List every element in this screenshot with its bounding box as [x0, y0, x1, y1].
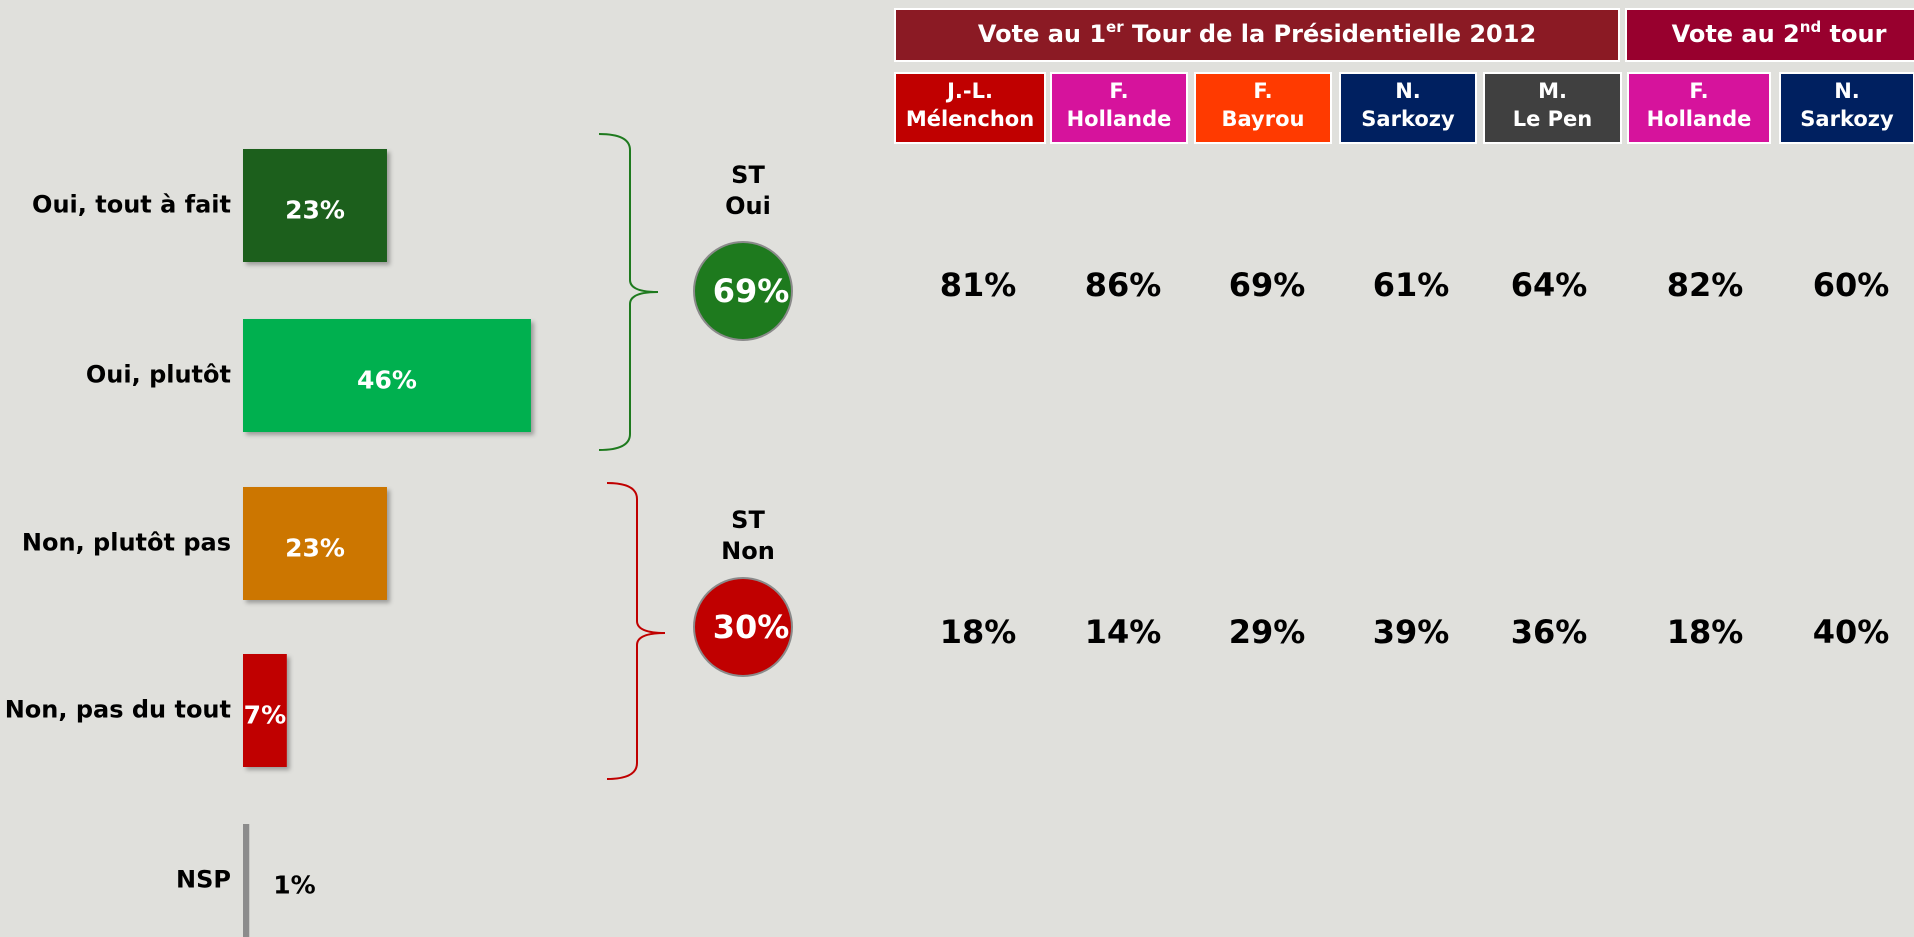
header-sup: er — [1106, 18, 1124, 36]
subtotal-title: ST — [731, 506, 765, 534]
header-text: Vote au 1er Tour de la Présidentielle 20… — [978, 18, 1536, 49]
bar — [243, 149, 387, 262]
category-label: Non, plutôt pas — [22, 529, 231, 557]
value-label: 23% — [285, 196, 345, 225]
column-header — [1339, 72, 1477, 144]
table-value: 39% — [1373, 613, 1450, 651]
column-header — [1483, 72, 1622, 144]
category-label: Non, pas du tout — [5, 696, 231, 724]
value-label: 7% — [244, 701, 286, 730]
table-value: 82% — [1667, 266, 1744, 304]
column-name: Hollande — [1067, 107, 1172, 131]
brace-non — [606, 482, 666, 780]
column-header — [1779, 72, 1914, 144]
subtotal-value: 30% — [713, 608, 790, 646]
subtotal-circle — [693, 241, 793, 341]
subtotal-value: 69% — [713, 272, 790, 310]
column-name: M. — [1538, 79, 1567, 103]
header-text-part: tour — [1821, 20, 1886, 48]
value-label: 1% — [273, 871, 315, 900]
column-name: N. — [1395, 79, 1421, 103]
column-name: Mélenchon — [906, 107, 1034, 131]
header-text: Vote au 2nd tour — [1672, 18, 1887, 49]
header-group — [1625, 8, 1914, 62]
header-text-part: Vote au 2 — [1672, 20, 1800, 48]
column-name: Sarkozy — [1800, 107, 1894, 131]
table-value: 36% — [1511, 613, 1588, 651]
column-name: F. — [1109, 79, 1128, 103]
header-text-part: Tour de la Présidentielle 2012 — [1124, 20, 1537, 48]
column-header — [1627, 72, 1771, 144]
column-name: Sarkozy — [1361, 107, 1455, 131]
column-name: J.-L. — [945, 79, 993, 103]
table-value: 18% — [940, 613, 1017, 651]
table-value: 18% — [1667, 613, 1744, 651]
column-header — [894, 72, 1046, 144]
table-value: 64% — [1511, 266, 1588, 304]
bar — [243, 654, 287, 767]
column-name: Hollande — [1647, 107, 1752, 131]
subtotal-title: ST — [731, 161, 765, 189]
column-name: Le Pen — [1513, 107, 1593, 131]
subtotal-circle — [693, 577, 793, 677]
column-name: F. — [1253, 79, 1272, 103]
subtotal-title: Non — [721, 537, 775, 565]
category-label: NSP — [176, 866, 231, 894]
header-sup: nd — [1800, 18, 1821, 36]
table-value: 61% — [1373, 266, 1450, 304]
brace-oui — [598, 133, 659, 451]
column-name: F. — [1689, 79, 1708, 103]
bar — [243, 487, 387, 600]
table-value: 14% — [1085, 613, 1162, 651]
table-value: 60% — [1813, 266, 1890, 304]
table-value: 29% — [1229, 613, 1306, 651]
value-label: 23% — [285, 534, 345, 563]
table-value: 69% — [1229, 266, 1306, 304]
bar — [243, 319, 531, 432]
column-header — [1194, 72, 1332, 144]
category-label: Oui, tout à fait — [32, 191, 231, 219]
table-value: 81% — [940, 266, 1017, 304]
header-text-part: Vote au 1 — [978, 20, 1106, 48]
column-name: N. — [1834, 79, 1860, 103]
column-header — [1050, 72, 1188, 144]
table-value: 40% — [1813, 613, 1890, 651]
column-name: Bayrou — [1222, 107, 1305, 131]
bar — [243, 824, 250, 937]
header-group — [894, 8, 1620, 62]
table-value: 86% — [1085, 266, 1162, 304]
value-label: 46% — [357, 366, 417, 395]
category-label: Oui, plutôt — [86, 361, 231, 389]
subtotal-title: Oui — [725, 192, 771, 220]
